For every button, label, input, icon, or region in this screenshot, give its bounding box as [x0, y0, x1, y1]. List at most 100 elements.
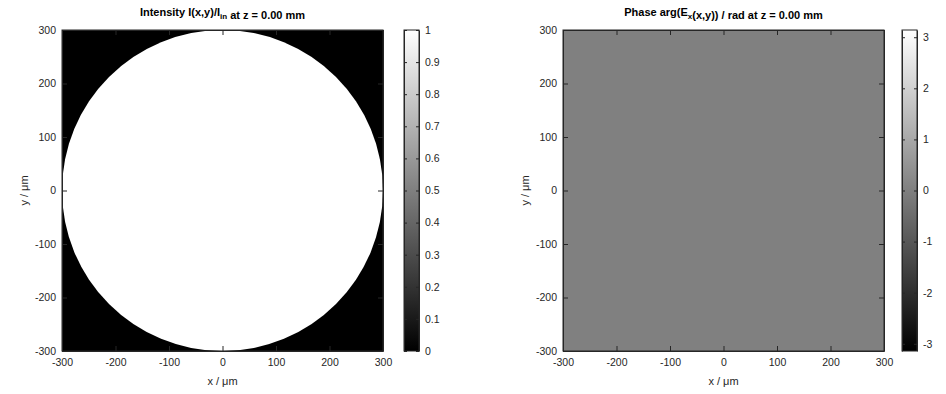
tick-label: -3: [923, 338, 932, 350]
title: Intensity I(x,y)/Iin at z = 0.00 mm: [140, 6, 305, 21]
tick-label: 200: [321, 356, 339, 368]
tick-label: 200: [822, 356, 840, 368]
tick-label: 0: [425, 345, 431, 357]
tick: 0: [721, 346, 727, 368]
tick-mark: [378, 298, 383, 299]
tick-mark: [276, 30, 277, 35]
title-part: (x,y)) / rad at z = 0.00 mm: [692, 9, 823, 21]
tick: 0.3: [416, 249, 440, 261]
title-part: Phase arg(E: [624, 6, 688, 18]
tick: 3: [914, 31, 929, 43]
tick: 0.2: [416, 281, 440, 293]
tick: [879, 137, 884, 138]
tick: [378, 84, 383, 85]
tick: [378, 298, 383, 299]
tick-mark: [169, 30, 170, 35]
tick-mark: [563, 191, 568, 192]
x-axis-top: [63, 30, 384, 35]
tick-mark: [378, 244, 383, 245]
x-axis-label: x / μm: [207, 375, 237, 387]
tick-mark: [617, 346, 618, 351]
tick-mark: [777, 30, 778, 35]
tick: [777, 30, 778, 35]
tick: 100: [38, 131, 67, 143]
tick: 0.4: [416, 216, 440, 228]
tick: 1: [914, 133, 929, 145]
tick-label: 0.7: [425, 120, 440, 132]
tick: [378, 191, 383, 192]
tick: 0.1: [416, 313, 440, 325]
tick: 200: [822, 346, 840, 368]
tick-mark: [617, 30, 618, 35]
tick-label: 100: [539, 131, 557, 143]
tick: 0.5: [416, 184, 440, 196]
title: Phase arg(Ex(x,y)) / rad at z = 0.00 mm: [624, 6, 823, 21]
tick-mark: [330, 30, 331, 35]
tick-label: 0: [721, 356, 727, 368]
tick: 0: [551, 184, 568, 196]
background-cell: [62, 30, 383, 351]
x-axis-label: x / μm: [708, 375, 738, 387]
tick-label: -200: [105, 356, 126, 368]
plot-frame: [62, 30, 383, 351]
tick-label: 0.2: [425, 281, 440, 293]
tick-label: -100: [159, 356, 180, 368]
figure: -300-200-1000100200300-300-200-100010020…: [0, 0, 946, 394]
tick: 200: [321, 346, 339, 368]
x-axis: -300-200-1000100200300: [553, 346, 893, 368]
tick: -100: [660, 346, 681, 368]
tick-mark: [116, 346, 117, 351]
tick-mark: [330, 346, 331, 351]
tick-mark: [879, 84, 884, 85]
tick-label: 300: [375, 356, 393, 368]
tick: 200: [539, 77, 568, 89]
colorbar: [404, 30, 419, 351]
title-part: Intensity I(x,y)/I: [140, 6, 220, 18]
tick-label: 100: [38, 131, 56, 143]
y-axis-label: y / μm: [519, 175, 531, 205]
image-cells: [563, 30, 884, 351]
tick-label: 300: [539, 24, 557, 36]
tick-label: -300: [52, 356, 73, 368]
tick-label: 0.6: [425, 152, 440, 164]
tick-mark: [378, 191, 383, 192]
tick: [169, 30, 170, 35]
tick-label: 0.8: [425, 88, 440, 100]
y-axis-label: y / μm: [18, 175, 30, 205]
tick-mark: [169, 346, 170, 351]
tick: [330, 30, 331, 35]
tick: [724, 30, 725, 35]
tick: [223, 30, 224, 35]
tick: [879, 191, 884, 192]
tick-mark: [831, 30, 832, 35]
tick-mark: [879, 191, 884, 192]
tick-label: -200: [35, 291, 56, 303]
tick-mark: [62, 84, 67, 85]
tick-mark: [563, 298, 568, 299]
tick-label: -200: [606, 356, 627, 368]
tick: [879, 84, 884, 85]
tick-label: -100: [35, 238, 56, 250]
tick: 200: [38, 77, 67, 89]
tick: [276, 30, 277, 35]
x-axis: -300-200-1000100200300: [52, 346, 392, 368]
tick: [831, 30, 832, 35]
tick-mark: [563, 84, 568, 85]
tick: 100: [769, 346, 787, 368]
tick-label: 0: [50, 184, 56, 196]
tick-mark: [378, 137, 383, 138]
colorbar-frame: [404, 30, 419, 351]
plot-frame: [563, 30, 884, 351]
tick-label: 3: [923, 31, 929, 43]
tick-mark: [879, 137, 884, 138]
tick: 0.7: [416, 120, 440, 132]
tick-label: 200: [539, 77, 557, 89]
tick-label: -1: [923, 235, 932, 247]
tick: [378, 244, 383, 245]
tick-label: -2: [923, 287, 932, 299]
tick-label: 0.5: [425, 184, 440, 196]
tick-label: 300: [38, 24, 56, 36]
tick-label: 0: [923, 184, 929, 196]
tick-label: 0: [220, 356, 226, 368]
tick: 0.9: [416, 56, 440, 68]
